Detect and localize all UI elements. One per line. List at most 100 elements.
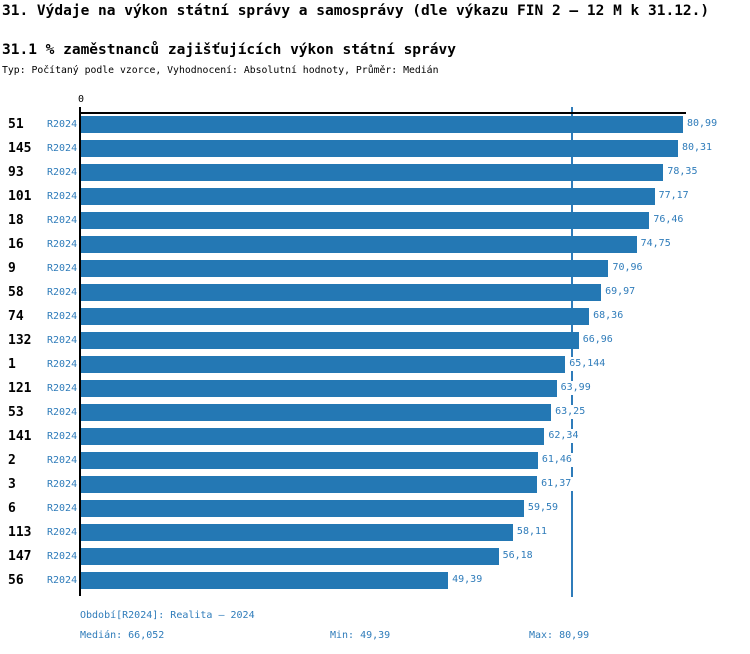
bar: [81, 476, 538, 493]
row-id-label: 58: [8, 285, 24, 300]
y-axis-line: [79, 107, 81, 596]
row-series-label: R2024: [47, 527, 78, 538]
row-series-label: R2024: [47, 575, 78, 586]
chart-row: 1 R2024 65,144: [0, 356, 750, 373]
chart-row: 101 R2024 77,17: [0, 188, 750, 205]
chart-row: 53 R2024 63,25: [0, 404, 750, 421]
bar-value-label: 49,39: [450, 573, 485, 587]
bar-value-label: 80,31: [679, 141, 715, 155]
chart-row: 3 R2024 61,37: [0, 476, 750, 493]
bar-value-label: 61,37: [539, 477, 574, 491]
row-series-label: R2024: [47, 143, 78, 154]
row-id-label: 93: [8, 165, 24, 180]
chart-row: 113 R2024 58,11: [0, 524, 750, 541]
bar-value-label: 70,96: [610, 261, 645, 275]
chart-row: 9 R2024 70,96: [0, 260, 750, 277]
row-id-label: 121: [8, 381, 32, 396]
bar: [81, 188, 655, 205]
bar: [81, 260, 609, 277]
footer-median-value: Medián: 66,052: [80, 630, 165, 641]
bar: [81, 548, 499, 565]
bar: [81, 140, 678, 157]
chart-row: 6 R2024 59,59: [0, 500, 750, 517]
chart-row: 16 R2024 74,75: [0, 236, 750, 253]
x-axis-zero-tick-label: 0: [77, 94, 85, 105]
row-series-label: R2024: [47, 359, 78, 370]
row-series-label: R2024: [47, 383, 78, 394]
row-id-label: 1: [8, 357, 16, 372]
bar-value-label: 61,46: [539, 453, 574, 467]
bar: [81, 332, 579, 349]
row-id-label: 2: [8, 453, 16, 468]
chart-row: 147 R2024 56,18: [0, 548, 750, 565]
chart-top-border: [79, 112, 686, 114]
row-id-label: 6: [8, 501, 16, 516]
row-id-label: 145: [8, 141, 32, 156]
bar-value-label: 62,34: [546, 429, 581, 443]
indicator-meta-line: Typ: Počítaný podle vzorce, Vyhodnocení:…: [2, 65, 439, 76]
row-id-label: 101: [8, 189, 32, 204]
bar-value-label: 66,96: [580, 333, 615, 347]
bar-value-label: 65,144: [567, 357, 608, 371]
row-series-label: R2024: [47, 551, 78, 562]
bar-value-label: 76,46: [651, 213, 686, 227]
bar-value-label: 77,17: [656, 189, 691, 203]
bar: [81, 284, 602, 301]
row-id-label: 113: [8, 525, 32, 540]
row-series-label: R2024: [47, 479, 78, 490]
bar: [81, 572, 449, 589]
bar: [81, 428, 545, 445]
bar-value-label: 80,99: [685, 117, 720, 131]
chart-row: 51 R2024 80,99: [0, 116, 750, 133]
chart-row: 121 R2024 63,99: [0, 380, 750, 397]
bar-value-label: 58,11: [514, 525, 550, 539]
bar-value-label: 56,18: [500, 549, 535, 563]
row-series-label: R2024: [47, 455, 78, 466]
bar-value-label: 74,75: [638, 237, 673, 251]
median-reference-line: [570, 107, 573, 597]
row-id-label: 74: [8, 309, 24, 324]
footer-period-label: Období[R2024]: Realita – 2024: [80, 610, 255, 621]
bar-value-label: 63,25: [553, 405, 588, 419]
bar: [81, 452, 538, 469]
bar: [81, 212, 650, 229]
row-series-label: R2024: [47, 191, 78, 202]
row-series-label: R2024: [47, 503, 78, 514]
row-series-label: R2024: [47, 311, 78, 322]
bar-value-label: 69,97: [603, 285, 638, 299]
bar: [81, 116, 683, 133]
bar: [81, 236, 637, 253]
bar: [81, 308, 590, 325]
row-id-label: 132: [8, 333, 32, 348]
chart-row: 18 R2024 76,46: [0, 212, 750, 229]
bar: [81, 524, 513, 541]
chart-row: 2 R2024 61,46: [0, 452, 750, 469]
bar: [81, 164, 664, 181]
chart-row: 141 R2024 62,34: [0, 428, 750, 445]
row-id-label: 141: [8, 429, 32, 444]
row-id-label: 53: [8, 405, 24, 420]
chart-row: 56 R2024 49,39: [0, 572, 750, 589]
row-series-label: R2024: [47, 335, 78, 346]
bar: [81, 500, 524, 517]
chart-row: 93 R2024 78,35: [0, 164, 750, 181]
bar: [81, 380, 557, 397]
row-id-label: 51: [8, 117, 24, 132]
bar-value-label: 68,36: [591, 309, 626, 323]
row-id-label: 147: [8, 549, 32, 564]
row-series-label: R2024: [47, 167, 78, 178]
row-id-label: 56: [8, 573, 24, 588]
bar-value-label: 63,99: [558, 381, 593, 395]
bar: [81, 404, 552, 421]
chart-row: 58 R2024 69,97: [0, 284, 750, 301]
row-series-label: R2024: [47, 239, 78, 250]
row-series-label: R2024: [47, 407, 78, 418]
row-id-label: 18: [8, 213, 24, 228]
row-id-label: 16: [8, 237, 24, 252]
footer-max-value: Max: 80,99: [529, 630, 590, 641]
row-series-label: R2024: [47, 119, 78, 130]
row-id-label: 9: [8, 261, 16, 276]
row-id-label: 3: [8, 477, 16, 492]
row-series-label: R2024: [47, 215, 78, 226]
